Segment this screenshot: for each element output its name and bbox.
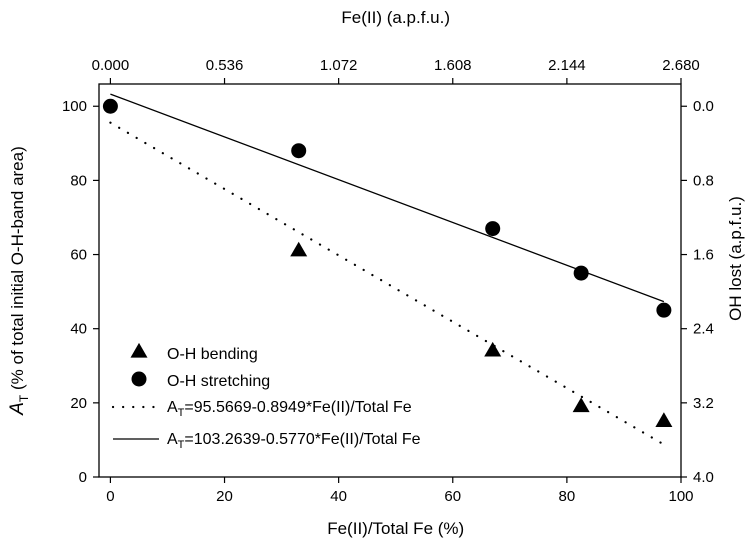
top-tick-label: 2.680 <box>662 57 700 74</box>
right-tick-label: 0.8 <box>693 172 714 189</box>
fit-line-solid <box>110 93 665 303</box>
axis-ticks: 0 20 40 60 80 100 0.000 0.536 1.072 1.608 2.144 2.6… <box>62 57 714 505</box>
data-point-circle <box>573 265 589 281</box>
fit-dotted-equation: =95.5669-0.8949*Fe(II)/Total Fe <box>184 399 411 416</box>
legend-label-stretching: O-H stretching <box>167 373 270 390</box>
y-tick-label: 60 <box>70 247 87 264</box>
top-axis-title: Fe(II) (a.p.f.u.) <box>341 8 450 27</box>
right-axis-title: OH lost (a.p.f.u.) <box>726 196 745 321</box>
x-tick-label: 80 <box>559 488 576 505</box>
right-tick-label: 4.0 <box>693 469 714 486</box>
legend-label-fit-dotted: AT=95.5669-0.8949*Fe(II)/Total Fe <box>167 399 412 419</box>
fit-line-dotted <box>109 121 665 446</box>
data-points <box>102 98 673 427</box>
top-tick-label: 0.536 <box>206 57 244 74</box>
right-tick-label: 1.6 <box>693 247 714 264</box>
x-axis-title: Fe(II)/Total Fe (%) <box>327 519 464 538</box>
top-tick-label: 1.072 <box>320 57 358 74</box>
data-point-circle <box>102 98 118 114</box>
fit-dotted-symbol: A <box>167 399 178 416</box>
top-tick-label: 1.608 <box>434 57 472 74</box>
top-tick-label: 2.144 <box>548 57 586 74</box>
x-tick-label: 40 <box>330 488 347 505</box>
right-tick-label: 2.4 <box>693 321 714 338</box>
y-tick-label: 0 <box>79 469 87 486</box>
data-point-circle <box>291 143 307 159</box>
legend-label-bending: O-H bending <box>167 346 258 363</box>
fit-solid-equation: =103.2639-0.5770*Fe(II)/Total Fe <box>184 431 420 448</box>
y-axis-title-subscript: T <box>17 394 31 402</box>
legend-label-fit-solid: AT=103.2639-0.5770*Fe(II)/Total Fe <box>167 431 421 451</box>
top-tick-label: 0.000 <box>92 57 130 74</box>
y-tick-label: 80 <box>70 172 87 189</box>
fit-solid-subscript: T <box>178 439 185 451</box>
x-tick-label: 60 <box>444 488 461 505</box>
data-point-circle <box>656 302 672 318</box>
y-axis-title-text: (% of total initial O-H-band area) <box>8 146 27 395</box>
x-tick-label: 0 <box>106 488 114 505</box>
x-tick-label: 100 <box>668 488 693 505</box>
legend: O-H bending O-H stretching AT=95.5669-0.… <box>111 342 421 451</box>
data-point-triangle <box>655 412 673 427</box>
plot-frame <box>98 83 682 478</box>
fit-lines <box>109 93 665 446</box>
legend-marker-triangle <box>130 342 148 358</box>
y-axis-title: AT (% of total initial O-H-band area) <box>7 146 31 416</box>
y-tick-label: 100 <box>62 98 87 115</box>
y-axis-title-symbol: A <box>7 402 28 416</box>
data-point-circle <box>485 221 501 237</box>
right-tick-label: 3.2 <box>693 395 714 412</box>
data-point-triangle <box>572 397 590 413</box>
legend-marker-circle <box>131 371 147 387</box>
y-tick-label: 40 <box>70 321 87 338</box>
y-tick-label: 20 <box>70 395 87 412</box>
data-point-triangle <box>484 341 502 357</box>
x-tick-label: 20 <box>216 488 233 505</box>
right-tick-label: 0.0 <box>693 98 714 115</box>
data-point-triangle <box>290 241 308 257</box>
fit-solid-symbol: A <box>167 431 178 448</box>
fit-dotted-subscript: T <box>178 407 185 419</box>
